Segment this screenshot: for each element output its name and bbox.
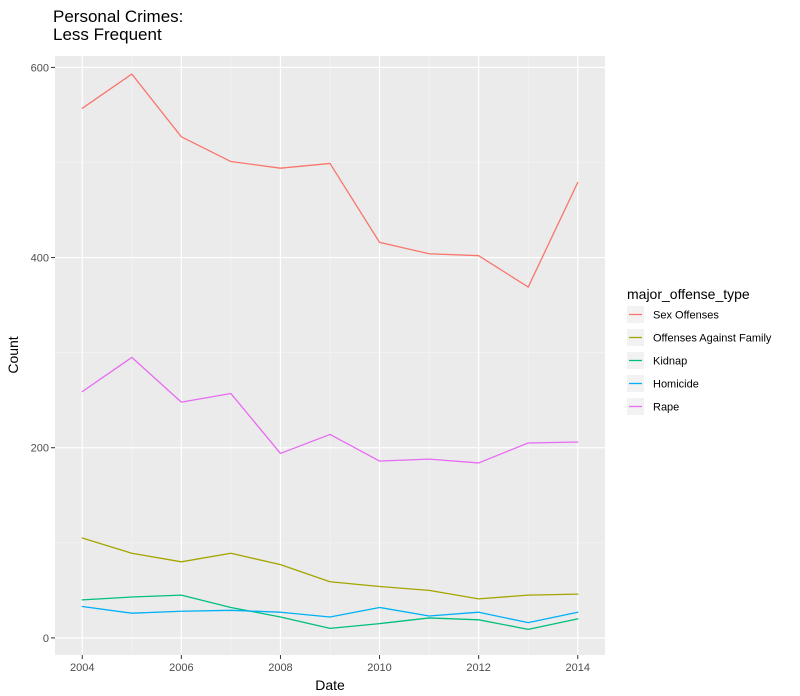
series-line-offenses-against-family [81, 537, 579, 600]
chart-title: Personal Crimes: Less Frequent [53, 7, 183, 44]
y-tick-label: 600 [31, 62, 49, 74]
legend-label: Homicide [653, 379, 699, 391]
y-tick-label: 400 [31, 253, 49, 265]
grid-lines [55, 56, 605, 655]
legend-label: Kidnap [653, 356, 687, 368]
legend-label: Rape [653, 402, 679, 414]
series-line-kidnap [81, 594, 579, 630]
y-axis-title: Count [5, 336, 21, 373]
x-tick-label: 2010 [367, 662, 391, 674]
chart-title-line-2: Less Frequent [53, 25, 162, 44]
legend-label: Offenses Against Family [653, 333, 772, 345]
x-tick-label: 2006 [169, 662, 193, 674]
x-tick-label: 2004 [70, 662, 94, 674]
legend-item-kidnap: Kidnap [627, 352, 687, 369]
legend-title: major_offense_type [627, 286, 750, 302]
legend-item-sex-offenses: Sex Offenses [627, 306, 719, 323]
x-axis-title: Date [315, 677, 345, 693]
legend: major_offense_type Sex Offenses Offenses … [627, 286, 772, 415]
axis-ticks: 0 200 400 600 2004 2006 2008 2010 2012 2014 [31, 62, 590, 674]
x-tick-label: 2012 [466, 662, 490, 674]
legend-label: Sex Offenses [653, 310, 719, 322]
y-tick-label: 200 [31, 443, 49, 455]
legend-item-homicide: Homicide [627, 375, 699, 392]
chart-title-line-1: Personal Crimes: [53, 7, 183, 26]
legend-items: Sex Offenses Offenses Against Family Kidna… [627, 306, 772, 415]
legend-item-offenses-against-family: Offenses Against Family [627, 329, 772, 346]
x-tick-label: 2008 [268, 662, 292, 674]
legend-item-rape: Rape [627, 398, 679, 415]
series-line-sex-offenses [81, 73, 579, 288]
series-lines [81, 73, 579, 630]
x-tick-label: 2014 [566, 662, 590, 674]
y-tick-label: 0 [43, 633, 49, 645]
series-line-rape [81, 356, 579, 464]
series-line-homicide [81, 605, 579, 624]
